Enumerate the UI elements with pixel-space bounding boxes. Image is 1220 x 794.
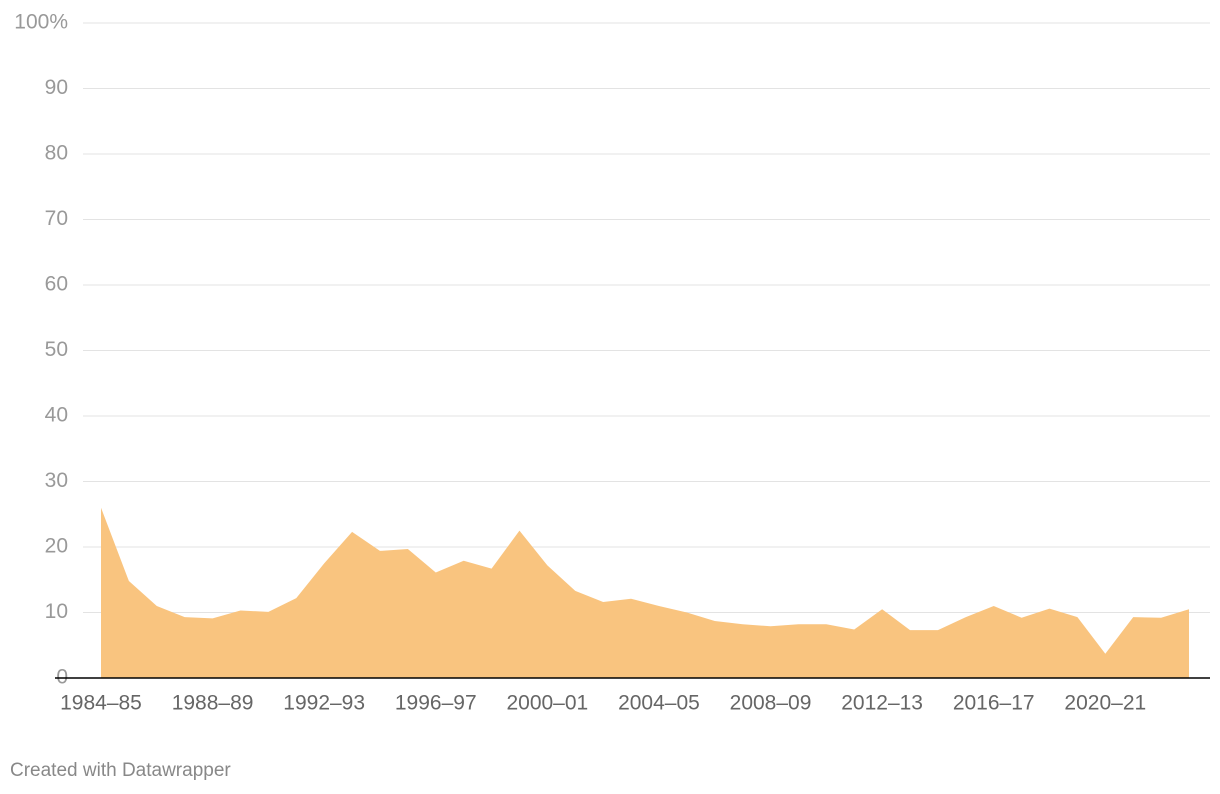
x-tick-label: 2000–01 (506, 692, 588, 715)
x-tick-label: 1992–93 (283, 692, 365, 715)
x-tick-label: 1996–97 (395, 692, 477, 715)
y-tick-label: 10 (45, 600, 68, 623)
y-tick-label: 70 (45, 207, 68, 230)
x-tick-label: 2008–09 (730, 692, 812, 715)
y-tick-label: 40 (45, 404, 68, 427)
x-tick-label: 2020–21 (1064, 692, 1146, 715)
y-tick-label: 80 (45, 142, 68, 165)
x-tick-label: 2004–05 (618, 692, 700, 715)
x-tick-label: 2016–17 (953, 692, 1035, 715)
area (101, 507, 1189, 678)
footer: Created with Datawrapper (10, 760, 231, 781)
x-tick-label: 1988–89 (172, 692, 254, 715)
y-tick-label: 90 (45, 76, 68, 99)
x-tick-label: 2012–13 (841, 692, 923, 715)
y-tick-label: 100% (14, 11, 68, 34)
y-tick-label: 50 (45, 338, 68, 361)
x-tick-label: 1984–85 (60, 692, 142, 715)
y-tick-label: 30 (45, 469, 68, 492)
y-tick-label: 60 (45, 273, 68, 296)
y-tick-label: 20 (45, 535, 68, 558)
y-tick-label: 0 (56, 666, 68, 689)
